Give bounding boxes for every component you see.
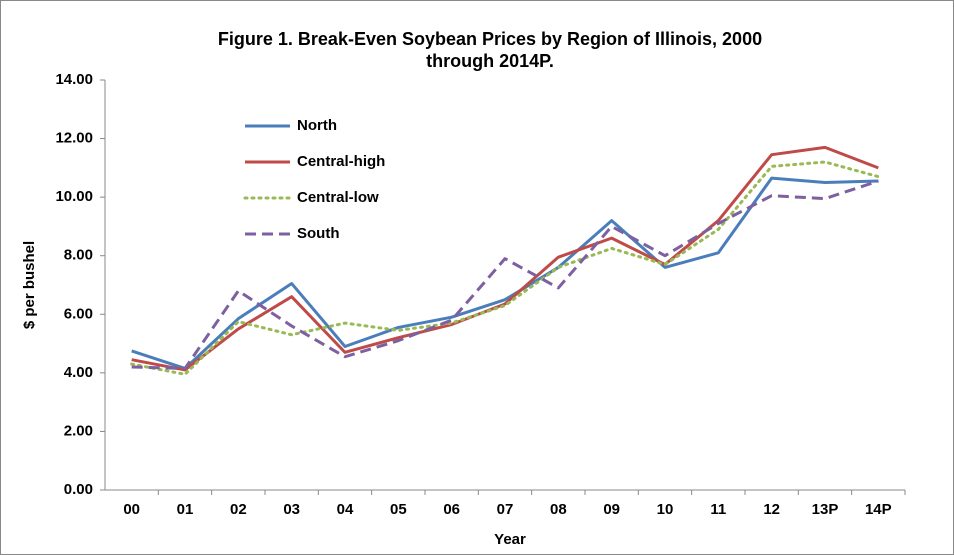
x-tick-label: 13P (812, 501, 839, 518)
x-axis-label: Year (494, 531, 526, 548)
x-tick-label: 07 (497, 501, 514, 518)
x-tick-label: 11 (710, 501, 726, 518)
series-line (131, 176, 879, 370)
y-tick-label: 2.00 (64, 422, 93, 439)
legend-label: Central-high (297, 153, 385, 170)
y-tick-label: 14.00 (55, 71, 93, 88)
y-tick-label: 4.00 (64, 364, 93, 381)
y-tick-label: 12.00 (55, 130, 93, 147)
x-tick-label: 06 (443, 501, 460, 518)
chart-title: through 2014P. (426, 51, 554, 71)
series-line (130, 160, 880, 376)
x-tick-label: 00 (123, 501, 140, 518)
x-tick-label: 08 (550, 501, 567, 518)
x-tick-label: 14P (865, 501, 892, 518)
legend-label: South (297, 225, 340, 242)
x-tick-label: 10 (657, 501, 674, 518)
series-line (131, 179, 879, 370)
legend-label: Central-low (297, 189, 379, 206)
x-tick-label: 12 (763, 501, 780, 518)
y-axis-label: $ per bushel (21, 241, 38, 329)
chart-title: Figure 1. Break-Even Soybean Prices by R… (218, 29, 762, 49)
x-tick-label: 03 (283, 501, 300, 518)
y-tick-label: 8.00 (64, 247, 93, 264)
x-tick-label: 04 (337, 501, 354, 518)
x-tick-label: 05 (390, 501, 407, 518)
y-tick-label: 0.00 (64, 481, 93, 498)
x-tick-label: 02 (230, 501, 247, 518)
legend-label: North (297, 117, 337, 134)
y-tick-label: 6.00 (64, 305, 93, 322)
series-line (131, 145, 879, 372)
x-tick-label: 09 (603, 501, 620, 518)
x-tick-label: 01 (177, 501, 194, 518)
y-tick-label: 10.00 (55, 188, 93, 205)
